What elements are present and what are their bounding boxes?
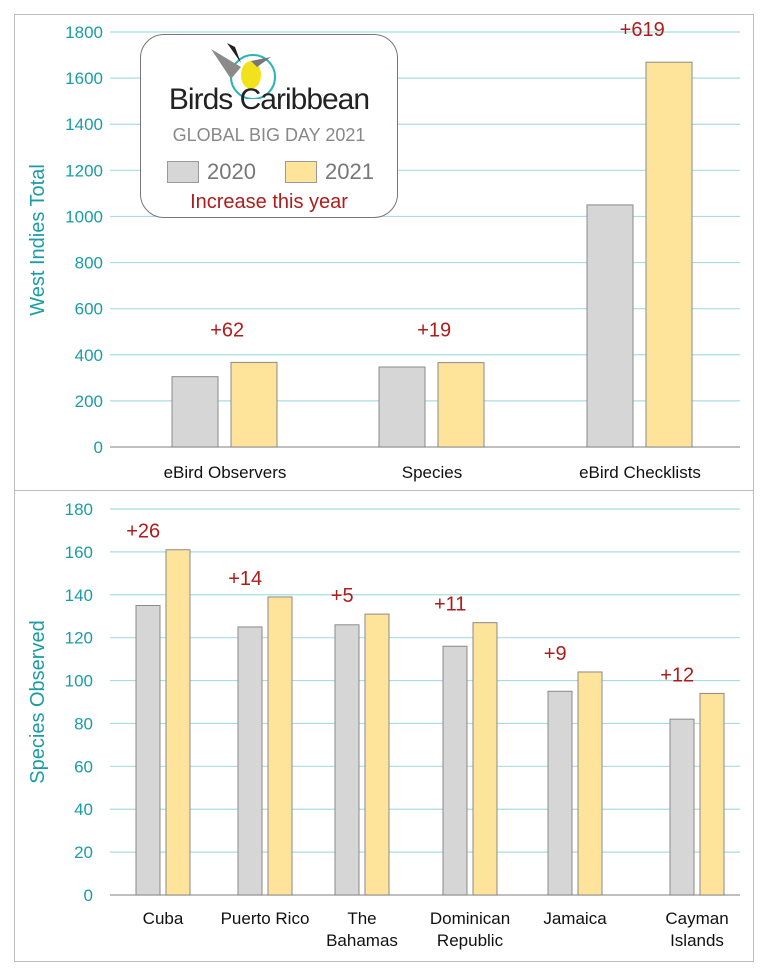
bar-2020 [171, 376, 219, 448]
y-tick-label: 20 [74, 843, 93, 862]
bar-2021 [437, 362, 485, 448]
increase-annotation: +19 [417, 320, 451, 342]
increase-annotation: +619 [620, 19, 665, 41]
bird-logo-icon [211, 43, 276, 99]
logo-text: Birds Caribbean [168, 83, 370, 116]
y-tick-label: 0 [94, 438, 103, 457]
chart-frame [14, 14, 754, 962]
x-category-label: eBird Checklists [579, 463, 701, 482]
bar-2021 [230, 361, 278, 448]
x-category-label: Species [402, 463, 462, 482]
bar-2020 [334, 624, 360, 896]
bar-2020 [586, 204, 634, 448]
y-tick-label: 1600 [65, 69, 103, 88]
bar-2021 [267, 596, 293, 896]
y-tick-label: 1200 [65, 161, 103, 180]
x-category-label: Cayman [665, 909, 728, 928]
x-category-label: Bahamas [326, 931, 398, 950]
bar-2021 [165, 549, 191, 896]
legend-swatch-2021 [285, 161, 317, 183]
x-category-label: The [347, 909, 376, 928]
y-tick-label: 600 [75, 300, 103, 319]
legend-swatch-2020 [167, 161, 199, 183]
y-axis-label: West Indies Total [27, 164, 49, 316]
bar-2020 [669, 718, 695, 896]
y-tick-label: 120 [65, 629, 93, 648]
y-tick-label: 800 [75, 254, 103, 273]
increase-annotation: +14 [228, 568, 262, 590]
y-axis-label: Species Observed [27, 620, 49, 783]
y-tick-label: 40 [74, 800, 93, 819]
y-tick-label: 60 [74, 757, 93, 776]
bar-2020 [135, 605, 161, 896]
bar-2021 [699, 692, 725, 896]
legend-note: Increase this year [190, 191, 348, 213]
legend-subtitle: GLOBAL BIG DAY 2021 [172, 125, 366, 145]
legend-box: Birds Caribbean GLOBAL BIG DAY 2021 2020… [140, 34, 398, 218]
x-category-label: Dominican [430, 909, 510, 928]
increase-annotation: +12 [660, 664, 694, 686]
bar-2020 [442, 645, 468, 896]
y-tick-label: 160 [65, 543, 93, 562]
x-category-label: Puerto Rico [221, 909, 310, 928]
y-tick-label: 100 [65, 672, 93, 691]
x-category-label: Cuba [143, 909, 184, 928]
bar-2020 [378, 366, 426, 448]
bar-2021 [645, 61, 693, 448]
increase-annotation: +26 [126, 521, 160, 543]
bar-2020 [237, 626, 263, 896]
increase-annotation: +62 [210, 319, 244, 341]
legend-item-2020: 2020 [167, 159, 256, 185]
y-tick-label: 140 [65, 586, 93, 605]
x-category-label: Islands [670, 931, 724, 950]
increase-annotation: +11 [434, 594, 466, 616]
y-tick-label: 80 [74, 714, 93, 733]
bar-2021 [577, 671, 603, 896]
y-tick-label: 1000 [65, 207, 103, 226]
y-tick-label: 180 [65, 500, 93, 519]
y-tick-label: 1400 [65, 115, 103, 134]
x-category-label: Jamaica [543, 909, 607, 928]
x-category-label: Republic [437, 931, 504, 950]
bar-2021 [364, 613, 390, 896]
y-tick-label: 1800 [65, 23, 103, 42]
y-tick-label: 400 [75, 346, 103, 365]
legend-item-2021: 2021 [285, 159, 374, 185]
panel-divider [14, 490, 754, 491]
increase-annotation: +5 [331, 585, 354, 607]
bar-2021 [472, 622, 498, 896]
bar-2020 [547, 690, 573, 896]
x-category-label: eBird Observers [164, 463, 287, 482]
increase-annotation: +9 [544, 643, 567, 665]
y-tick-label: 0 [84, 886, 93, 905]
y-tick-label: 200 [75, 392, 103, 411]
